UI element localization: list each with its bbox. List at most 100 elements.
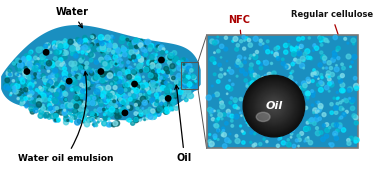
Circle shape [25,59,31,65]
Circle shape [35,99,37,101]
Circle shape [67,83,71,87]
Circle shape [146,69,149,71]
Circle shape [324,134,328,138]
Circle shape [114,120,119,126]
Circle shape [150,117,153,120]
Circle shape [23,83,27,87]
Circle shape [151,80,153,82]
Circle shape [23,60,29,65]
Circle shape [77,112,81,116]
Circle shape [57,50,62,55]
Circle shape [103,98,108,102]
Circle shape [149,65,151,67]
Circle shape [56,101,59,104]
Circle shape [56,41,61,46]
Circle shape [148,73,153,78]
Circle shape [154,117,156,119]
Circle shape [46,116,48,117]
Circle shape [121,111,124,114]
Circle shape [73,106,75,108]
Circle shape [13,89,16,92]
Circle shape [143,102,145,105]
Circle shape [164,68,168,73]
Circle shape [61,107,66,112]
Ellipse shape [256,112,270,122]
Circle shape [248,124,251,126]
Circle shape [71,51,73,54]
Circle shape [83,49,87,52]
Circle shape [223,144,227,148]
Circle shape [226,109,230,113]
Circle shape [98,99,104,105]
Circle shape [292,48,296,52]
Circle shape [212,40,217,45]
Circle shape [213,73,216,76]
Circle shape [100,72,105,77]
Circle shape [169,97,172,100]
Circle shape [109,59,111,61]
Circle shape [74,44,77,46]
Circle shape [208,140,211,143]
Circle shape [307,137,309,138]
Circle shape [21,78,23,81]
Circle shape [304,106,308,110]
Circle shape [138,56,144,62]
Circle shape [156,111,161,116]
Circle shape [254,86,294,126]
Circle shape [124,88,127,91]
Circle shape [250,141,252,143]
Circle shape [146,90,148,92]
Circle shape [259,66,263,70]
Circle shape [90,70,92,73]
Circle shape [316,101,317,103]
Circle shape [280,125,284,128]
Circle shape [127,61,130,64]
Circle shape [35,106,39,110]
Circle shape [34,73,36,76]
Circle shape [182,95,185,98]
Circle shape [116,95,118,97]
Circle shape [11,87,14,91]
Circle shape [81,78,86,83]
Circle shape [243,75,305,137]
Circle shape [276,87,278,89]
Circle shape [128,41,133,46]
Circle shape [153,102,157,107]
Circle shape [48,102,50,105]
Circle shape [263,61,265,62]
Circle shape [52,63,56,67]
Circle shape [299,86,302,89]
Circle shape [62,111,67,115]
Circle shape [34,56,37,60]
Circle shape [285,64,288,67]
Circle shape [119,98,122,101]
Circle shape [19,96,24,101]
Circle shape [63,55,67,59]
Circle shape [274,47,277,51]
Circle shape [124,98,129,102]
Circle shape [79,112,82,115]
Text: Water oil emulsion: Water oil emulsion [18,72,113,163]
Circle shape [332,51,336,55]
Circle shape [89,116,94,122]
Circle shape [93,120,95,123]
Circle shape [23,99,26,102]
Circle shape [46,106,50,111]
Circle shape [150,60,156,66]
Circle shape [105,113,107,115]
Circle shape [289,96,293,99]
Circle shape [248,103,254,108]
Circle shape [36,103,40,107]
Circle shape [336,102,339,105]
Circle shape [87,38,90,42]
Circle shape [182,58,185,61]
Circle shape [336,91,338,93]
Circle shape [300,56,305,61]
Circle shape [139,88,142,91]
Circle shape [128,66,132,70]
Circle shape [167,89,172,93]
Circle shape [157,92,161,96]
Circle shape [136,81,140,85]
Circle shape [126,115,127,116]
Circle shape [155,74,156,76]
